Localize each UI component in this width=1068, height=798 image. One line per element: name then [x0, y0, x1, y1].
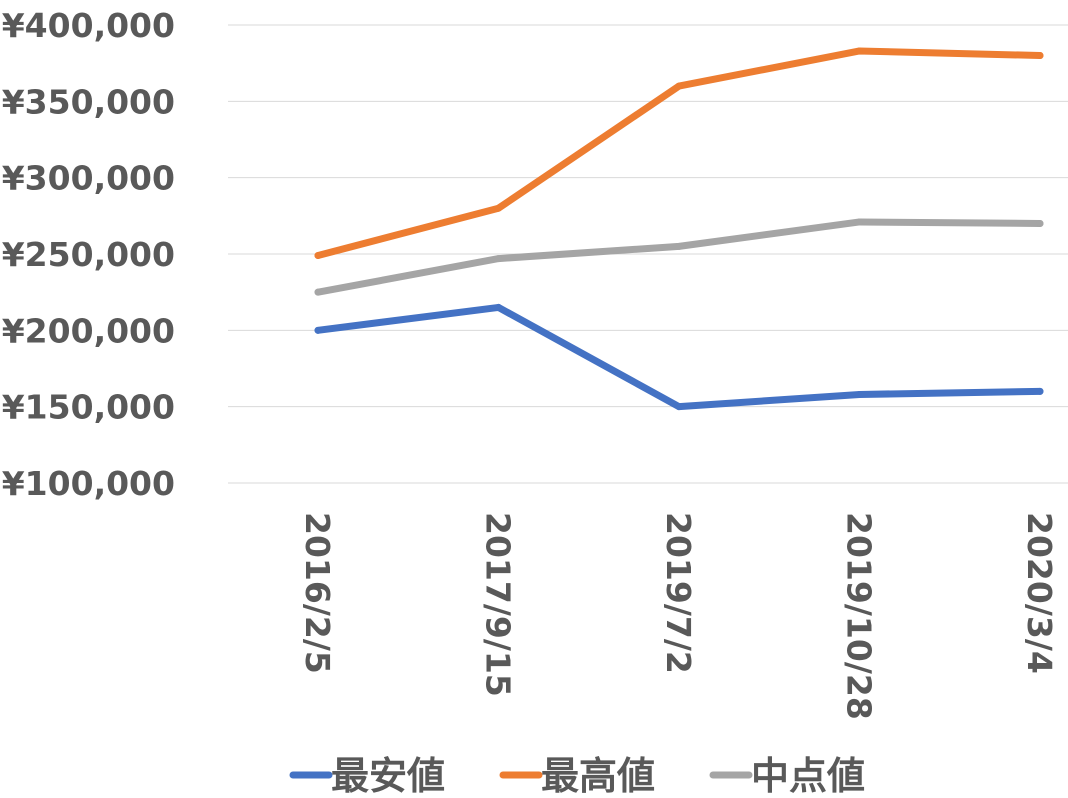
data-point — [856, 218, 863, 226]
series-line-2 — [314, 218, 1044, 296]
x-tick-label: 2020/3/4 — [1020, 512, 1059, 674]
x-tick-label: 2017/9/15 — [479, 512, 518, 697]
legend-label: 最高値 — [541, 754, 655, 798]
series-line-0 — [314, 303, 1044, 411]
data-point — [314, 326, 322, 334]
data-point — [1036, 219, 1044, 227]
x-tick-label: 2019/10/28 — [840, 512, 879, 720]
y-tick-label: ¥200,000 — [2, 311, 175, 350]
data-point — [675, 403, 683, 411]
data-point — [675, 242, 683, 250]
x-axis-ticks: 2016/2/5 2017/9/15 2019/7/2 2019/10/28 2020/… — [298, 512, 1059, 720]
data-point — [1036, 52, 1044, 60]
y-tick-label: ¥250,000 — [2, 235, 175, 274]
data-point — [495, 204, 502, 212]
data-point — [675, 82, 683, 90]
data-point — [1036, 387, 1044, 395]
y-tick-label: ¥150,000 — [2, 388, 175, 427]
x-tick-label: 2019/7/2 — [659, 512, 698, 674]
data-point — [495, 255, 502, 263]
legend-label: 中点値 — [751, 754, 865, 798]
data-point — [314, 252, 322, 260]
y-tick-label: ¥350,000 — [2, 82, 175, 121]
data-point — [856, 47, 863, 55]
y-tick-label: ¥400,000 — [2, 6, 175, 45]
x-tick-label: 2016/2/5 — [298, 512, 337, 674]
y-tick-label: ¥100,000 — [2, 464, 175, 503]
data-point — [314, 288, 322, 296]
legend-label: 最安値 — [331, 754, 445, 798]
series-lines — [314, 47, 1044, 411]
data-point — [495, 303, 502, 311]
data-point — [856, 390, 863, 398]
y-axis-ticks: ¥100,000 ¥150,000 ¥200,000 ¥250,000 ¥300,000… — [2, 6, 175, 503]
gridlines — [228, 24, 1068, 484]
y-tick-label: ¥300,000 — [2, 159, 175, 198]
legend: 最安値 最高値 中点値 — [289, 754, 865, 798]
